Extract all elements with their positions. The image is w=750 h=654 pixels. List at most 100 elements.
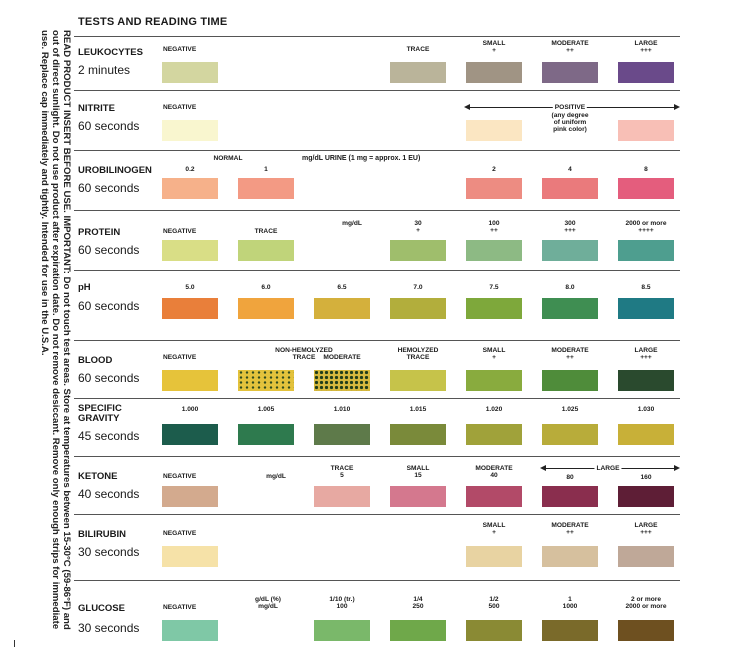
result-label: 8.0 (565, 284, 575, 291)
color-swatch (238, 424, 294, 445)
color-swatch (238, 298, 294, 319)
result-label: 1 (264, 166, 268, 173)
unit-label: mg/dL (266, 473, 286, 480)
color-swatch (162, 120, 218, 141)
read-time-urobilinogen: 60 seconds (78, 181, 140, 195)
test-name-glucose: GLUCOSE (78, 603, 125, 614)
result-label: 80 (566, 474, 574, 481)
result-label: 8 (644, 166, 648, 173)
result-label: 1.020 (485, 406, 503, 413)
result-label: HEMOLYZED TRACE (397, 347, 439, 361)
result-label: 2000 or more ++++ (625, 220, 667, 234)
test-name-leukocytes: LEUKOCYTES (78, 47, 143, 58)
color-swatch-speckled (238, 370, 294, 391)
result-label: 1.015 (409, 406, 427, 413)
result-label: 100 ++ (488, 220, 500, 234)
color-swatch (542, 620, 598, 641)
read-time-bilirubin: 30 seconds (78, 545, 140, 559)
result-label: 300 +++ (564, 220, 576, 234)
read-time-nitrite: 60 seconds (78, 119, 140, 133)
color-swatch (466, 178, 522, 199)
color-swatch (466, 370, 522, 391)
color-swatch (390, 424, 446, 445)
result-note: (any degree of uniform pink color) (551, 112, 589, 133)
result-label: MODERATE ++ (551, 40, 589, 54)
color-swatch (466, 120, 522, 141)
color-swatch (162, 62, 218, 83)
color-swatch (314, 424, 370, 445)
read-time-blood: 60 seconds (78, 371, 140, 385)
result-label: 30 + (414, 220, 422, 234)
read-time-specific-gravity: 45 seconds (78, 429, 140, 443)
color-swatch (162, 424, 218, 445)
read-time-ph: 60 seconds (78, 299, 140, 313)
row-divider (74, 150, 680, 151)
color-swatch (618, 546, 674, 567)
result-label: 7.0 (413, 284, 423, 291)
color-swatch (618, 620, 674, 641)
row-divider (74, 456, 680, 457)
arrow-left-icon (464, 104, 470, 110)
result-label: LARGE +++ (634, 522, 658, 536)
result-label: TRACE (406, 46, 430, 53)
result-label: SMALL + (482, 347, 506, 361)
result-label: SMALL 15 (406, 465, 430, 479)
unit-label: mg/dL (342, 220, 362, 227)
result-label: 6.5 (337, 284, 347, 291)
result-label: 1 1000 (562, 596, 578, 610)
result-label: MODERATE ++ (551, 347, 589, 361)
color-swatch (542, 178, 598, 199)
color-swatch (162, 298, 218, 319)
chart-header: TESTS AND READING TIME (78, 16, 228, 28)
test-name-ph: pH (78, 282, 91, 293)
result-label: NEGATIVE (163, 228, 197, 235)
result-label: NON-HEMOLYZED TRACE (275, 347, 333, 361)
color-swatch (390, 240, 446, 261)
row-divider (74, 90, 680, 91)
result-label: 1.030 (637, 406, 655, 413)
result-label: TRACE (254, 228, 278, 235)
row-divider (74, 340, 680, 341)
arrow-right-icon (674, 104, 680, 110)
color-swatch (162, 546, 218, 567)
color-swatch (466, 424, 522, 445)
color-swatch (542, 370, 598, 391)
color-swatch (618, 240, 674, 261)
color-swatch (542, 486, 598, 507)
result-label: 8.5 (641, 284, 651, 291)
color-swatch (618, 178, 674, 199)
result-label: 1/2 500 (488, 596, 500, 610)
row-divider (74, 514, 680, 515)
side-instructions: READ PRODUCT INSERT BEFORE USE. IMPORTAN… (39, 30, 72, 630)
color-swatch (466, 620, 522, 641)
row-divider (74, 580, 680, 581)
result-label: NEGATIVE (163, 530, 197, 537)
color-swatch (466, 240, 522, 261)
result-label: LARGE (594, 465, 622, 472)
arrow-right-icon (674, 465, 680, 471)
test-name-ketone: KETONE (78, 471, 118, 482)
result-label: MODERATE 40 (475, 465, 513, 479)
result-label: NORMAL (213, 155, 243, 162)
color-swatch (314, 298, 370, 319)
test-name-urobilinogen: UROBILINOGEN (78, 165, 152, 176)
result-label: 2 (492, 166, 496, 173)
color-swatch (390, 62, 446, 83)
unit-label: mg/dL URINE (1 mg = approx. 1 EU) (302, 155, 421, 162)
color-swatch (390, 298, 446, 319)
read-time-leukocytes: 2 minutes (78, 63, 131, 77)
result-label: 7.5 (489, 284, 499, 291)
result-label: NEGATIVE (163, 104, 197, 111)
color-swatch (390, 370, 446, 391)
color-swatch (390, 620, 446, 641)
color-swatch-speckled (314, 370, 370, 391)
result-label: SMALL + (482, 522, 506, 536)
color-swatch (390, 486, 446, 507)
arrow-left-icon (540, 465, 546, 471)
result-label: MODERATE ++ (551, 522, 589, 536)
color-swatch (238, 178, 294, 199)
result-label: 1.000 (181, 406, 199, 413)
unit-label: g/dL (%) mg/dL (255, 596, 281, 610)
row-divider (74, 398, 680, 399)
